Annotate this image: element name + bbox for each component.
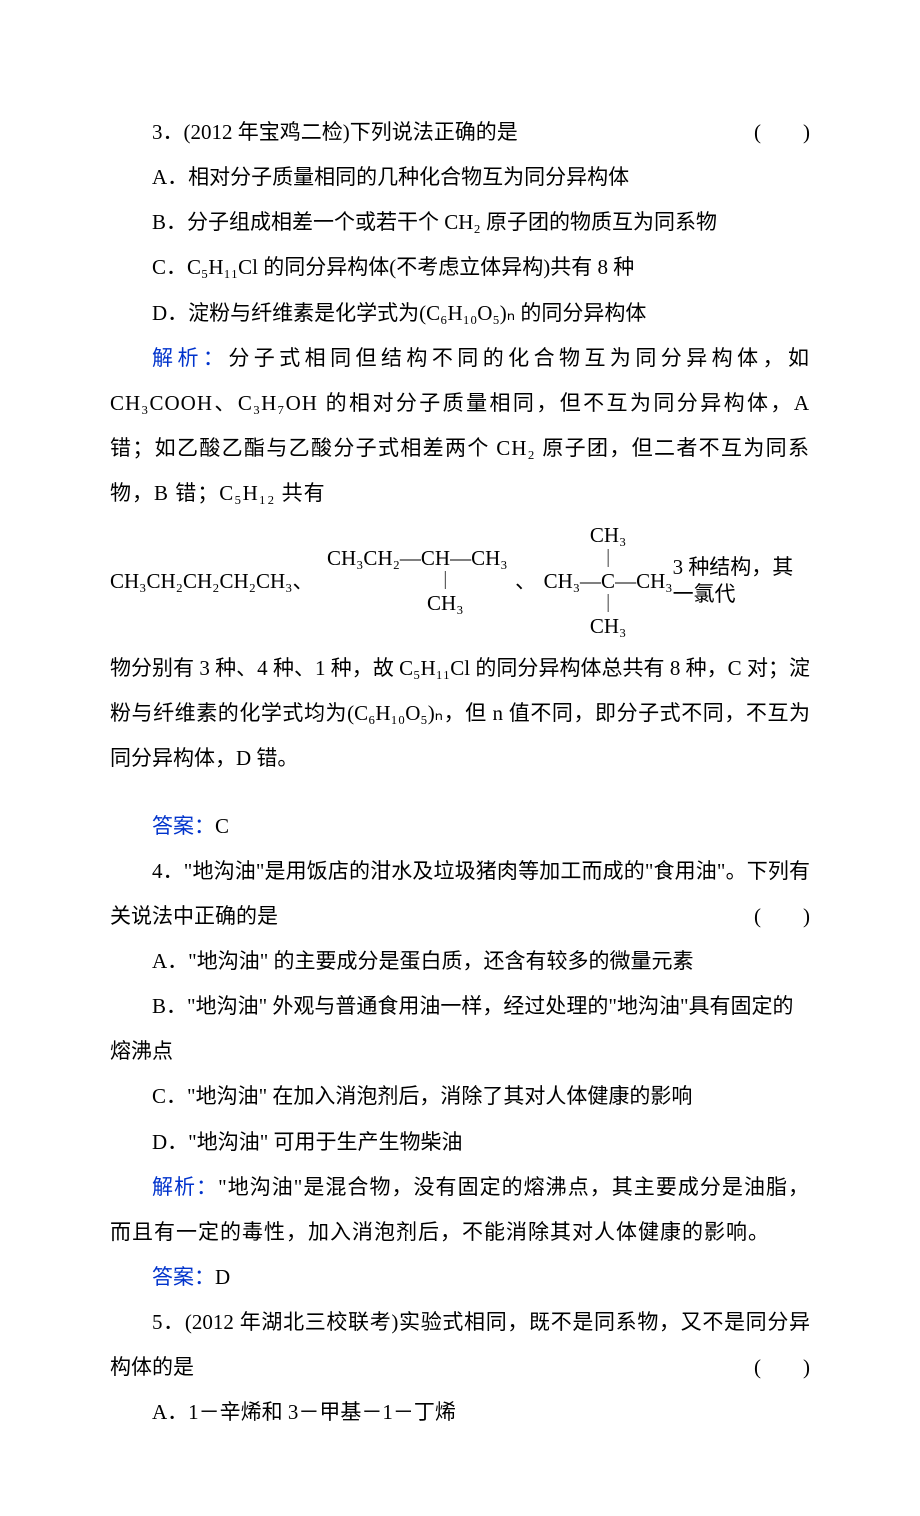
q5-optA: A．1－辛烯和 3－甲基－1－丁烯: [110, 1390, 810, 1435]
answer-label: 答案：: [152, 814, 215, 838]
q4-optB: B．"地沟油" 外观与普通食用油一样，经过处理的"地沟油"具有固定的熔沸点: [110, 984, 810, 1074]
struct2-bot: CH₃: [383, 590, 508, 617]
q3-structures: CH₃CH₂CH₂CH₂CH₃、 CH₃CH₂—CH—CH₃ ｜ CH₃ 、 C…: [110, 522, 810, 640]
q3-stem: 3．(2012 年宝鸡二检)下列说法正确的是 ( ): [110, 110, 810, 155]
answer-label: 答案：: [152, 1265, 215, 1289]
q3-explain-line1: 解析：分子式相同但结构不同的化合物互为同分异构体，如 CH₃COOH、C₃H₇O…: [110, 336, 810, 517]
q3-optD: D．淀粉与纤维素是化学式为(C₆H₁₀O₅)ₙ 的同分异构体: [110, 291, 810, 336]
struct3-bond1: ｜: [544, 550, 673, 568]
q4-paren: ( ): [712, 894, 810, 939]
struct3-bot: CH₃: [544, 613, 673, 640]
struct1: CH₃CH₂CH₂CH₂CH₃、: [110, 568, 313, 595]
q3-optB: B．分子组成相差一个或若干个 CH₂ 原子团的物质互为同系物: [110, 200, 810, 245]
q4-stem-text: 4．"地沟油"是用饭店的泔水及垃圾猪肉等加工而成的"食用油"。下列有关说法中正确…: [110, 859, 810, 928]
q3-stem-text: 3．(2012 年宝鸡二检)下列说法正确的是: [110, 110, 518, 155]
q4-answer: 答案：D: [110, 1255, 810, 1300]
struct3-top: CH₃: [544, 522, 673, 549]
struct-sep: 、: [515, 568, 536, 595]
q4-answer-val: D: [215, 1265, 230, 1289]
q4-stem: 4．"地沟油"是用饭店的泔水及垃圾猪肉等加工而成的"食用油"。下列有关说法中正确…: [110, 849, 810, 939]
q4-explain: 解析："地沟油"是混合物，没有固定的熔沸点，其主要成分是油脂，而且有一定的毒性，…: [110, 1165, 810, 1255]
explain-label: 解析：: [152, 1175, 218, 1199]
struct3: CH₃ ｜ CH₃—C—CH₃ ｜ CH₃: [544, 522, 673, 640]
q4-optC: C．"地沟油" 在加入消泡剂后，消除了其对人体健康的影响: [110, 1074, 810, 1119]
struct-tail: 3 种结构，其一氯代: [673, 554, 810, 609]
q3-optA: A．相对分子质量相同的几种化合物互为同分异构体: [110, 155, 810, 200]
q5-paren: ( ): [712, 1345, 810, 1390]
document-page: 3．(2012 年宝鸡二检)下列说法正确的是 ( ) A．相对分子质量相同的几种…: [0, 0, 920, 1516]
struct2-bond: ｜: [383, 572, 508, 590]
explain-label: 解析：: [152, 346, 228, 370]
q3-explain-part2: 物分别有 3 种、4 种、1 种，故 C₅H₁₁Cl 的同分异构体总共有 8 种…: [110, 646, 810, 781]
q3-answer: 答案：C: [110, 804, 810, 849]
struct2-top: CH₃CH₂—CH—CH₃: [327, 546, 508, 570]
struct3-bond2: ｜: [544, 595, 673, 613]
q3-answer-val: C: [215, 814, 229, 838]
q3-optC: C．C₅H₁₁Cl 的同分异构体(不考虑立体异构)共有 8 种: [110, 245, 810, 290]
q4-optA: A．"地沟油" 的主要成分是蛋白质，还含有较多的微量元素: [110, 939, 810, 984]
q5-stem: 5．(2012 年湖北三校联考)实验式相同，既不是同系物，又不是同分异构体的是 …: [110, 1300, 810, 1390]
q4-optD: D．"地沟油" 可用于生产生物柴油: [110, 1120, 810, 1165]
q5-stem-text: 5．(2012 年湖北三校联考)实验式相同，既不是同系物，又不是同分异构体的是: [110, 1310, 810, 1379]
q3-paren: ( ): [712, 110, 810, 155]
struct2: CH₃CH₂—CH—CH₃ ｜ CH₃: [327, 545, 508, 618]
struct3-main: CH₃—C—CH₃: [544, 569, 673, 593]
